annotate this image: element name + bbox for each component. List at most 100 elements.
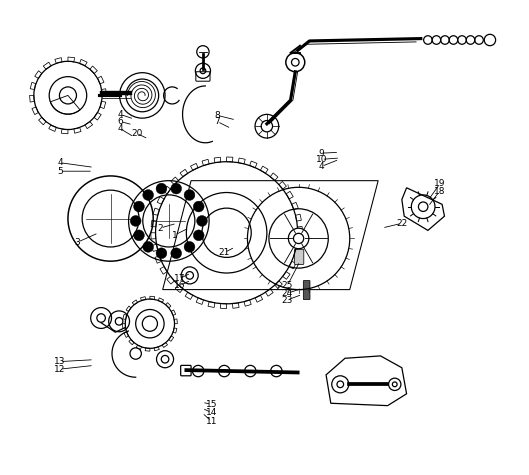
Polygon shape xyxy=(79,59,87,66)
Circle shape xyxy=(156,183,167,194)
Polygon shape xyxy=(30,82,36,89)
Polygon shape xyxy=(282,272,290,279)
Text: 22: 22 xyxy=(396,219,407,228)
Polygon shape xyxy=(266,289,273,296)
Polygon shape xyxy=(221,304,226,309)
Polygon shape xyxy=(123,314,127,319)
Polygon shape xyxy=(162,342,168,348)
Text: 2: 2 xyxy=(158,224,163,233)
Polygon shape xyxy=(151,233,156,239)
Text: 18: 18 xyxy=(434,187,445,196)
Polygon shape xyxy=(166,303,171,308)
Polygon shape xyxy=(173,328,177,333)
Text: 19: 19 xyxy=(434,180,445,189)
Polygon shape xyxy=(279,181,286,189)
Circle shape xyxy=(130,216,141,226)
Polygon shape xyxy=(270,173,278,180)
Polygon shape xyxy=(289,261,296,269)
Circle shape xyxy=(171,248,181,259)
Wedge shape xyxy=(50,95,80,114)
Polygon shape xyxy=(30,95,34,102)
Polygon shape xyxy=(132,300,138,305)
Polygon shape xyxy=(190,163,198,170)
Circle shape xyxy=(133,230,144,241)
Text: 11: 11 xyxy=(206,417,217,426)
Polygon shape xyxy=(151,220,157,227)
Polygon shape xyxy=(153,208,159,215)
Polygon shape xyxy=(208,302,215,307)
Circle shape xyxy=(143,190,153,200)
Polygon shape xyxy=(145,348,150,351)
Text: 10: 10 xyxy=(316,155,327,164)
FancyBboxPatch shape xyxy=(303,281,310,300)
Polygon shape xyxy=(152,245,158,251)
Polygon shape xyxy=(102,89,106,95)
Polygon shape xyxy=(291,202,298,209)
Polygon shape xyxy=(294,250,300,257)
Polygon shape xyxy=(141,297,145,301)
Circle shape xyxy=(288,228,309,249)
Polygon shape xyxy=(175,285,183,293)
Polygon shape xyxy=(296,214,302,221)
Text: 5: 5 xyxy=(57,167,63,176)
Polygon shape xyxy=(160,266,167,274)
Polygon shape xyxy=(158,298,163,303)
Polygon shape xyxy=(167,276,175,284)
Polygon shape xyxy=(94,113,101,120)
Text: 16: 16 xyxy=(174,281,185,290)
Circle shape xyxy=(193,201,204,212)
Circle shape xyxy=(133,201,144,212)
Text: 24: 24 xyxy=(281,289,293,298)
Polygon shape xyxy=(214,157,221,163)
Polygon shape xyxy=(244,300,251,306)
Text: 15: 15 xyxy=(206,399,217,408)
Polygon shape xyxy=(180,169,188,177)
Polygon shape xyxy=(238,158,245,164)
Circle shape xyxy=(193,230,204,241)
Text: 20: 20 xyxy=(131,129,142,138)
Polygon shape xyxy=(226,157,233,162)
Polygon shape xyxy=(39,117,46,125)
Polygon shape xyxy=(286,191,293,199)
Text: 21: 21 xyxy=(218,248,230,257)
Polygon shape xyxy=(124,332,129,337)
Text: 12: 12 xyxy=(54,365,66,374)
Circle shape xyxy=(197,216,207,226)
Circle shape xyxy=(143,241,153,252)
Polygon shape xyxy=(129,340,134,345)
Polygon shape xyxy=(61,129,68,134)
Text: 17: 17 xyxy=(174,274,185,283)
Text: 8: 8 xyxy=(214,111,220,120)
Polygon shape xyxy=(250,161,257,168)
Polygon shape xyxy=(202,159,209,166)
Polygon shape xyxy=(155,256,161,263)
Polygon shape xyxy=(174,319,177,323)
Polygon shape xyxy=(185,292,193,299)
Polygon shape xyxy=(43,62,51,69)
Polygon shape xyxy=(55,57,62,63)
Polygon shape xyxy=(297,238,302,245)
Polygon shape xyxy=(157,197,164,204)
Polygon shape xyxy=(297,227,303,233)
Text: 1: 1 xyxy=(171,231,177,239)
Circle shape xyxy=(171,183,181,194)
Text: 4: 4 xyxy=(117,110,123,119)
Polygon shape xyxy=(85,122,93,129)
Polygon shape xyxy=(68,57,75,62)
Polygon shape xyxy=(90,66,97,74)
Circle shape xyxy=(156,248,167,259)
Polygon shape xyxy=(126,306,131,312)
Polygon shape xyxy=(260,166,268,173)
Text: 4: 4 xyxy=(318,162,324,171)
Polygon shape xyxy=(32,107,39,114)
Circle shape xyxy=(184,190,195,200)
Text: 3: 3 xyxy=(75,238,80,247)
Polygon shape xyxy=(74,127,81,133)
Polygon shape xyxy=(196,298,204,304)
Text: 4: 4 xyxy=(117,124,123,133)
Text: 13: 13 xyxy=(54,357,66,366)
Circle shape xyxy=(184,241,195,252)
Polygon shape xyxy=(171,310,176,315)
Text: 6: 6 xyxy=(117,117,123,126)
Polygon shape xyxy=(255,295,263,302)
